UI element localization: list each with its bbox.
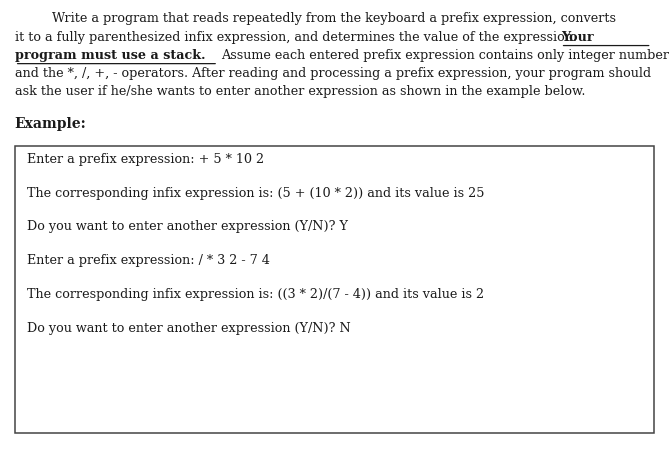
Text: Example:: Example:	[15, 117, 86, 131]
Text: Your: Your	[561, 31, 593, 43]
Text: Do you want to enter another expression (Y/N)? N: Do you want to enter another expression …	[27, 322, 351, 334]
Text: Assume each entered prefix expression contains only integer numbers: Assume each entered prefix expression co…	[221, 49, 669, 61]
Text: The corresponding infix expression is: (5 + (10 * 2)) and its value is 25: The corresponding infix expression is: (…	[27, 186, 484, 199]
Text: it to a fully parenthesized infix expression, and determines the value of the ex: it to a fully parenthesized infix expres…	[15, 31, 577, 43]
FancyBboxPatch shape	[15, 147, 654, 433]
Text: The corresponding infix expression is: ((3 * 2)/(7 - 4)) and its value is 2: The corresponding infix expression is: (…	[27, 288, 484, 300]
Text: program must use a stack.: program must use a stack.	[15, 49, 205, 61]
Text: Enter a prefix expression: + 5 * 10 2: Enter a prefix expression: + 5 * 10 2	[27, 152, 264, 165]
Text: Write a program that reads repeatedly from the keyboard a prefix expression, con: Write a program that reads repeatedly fr…	[52, 13, 617, 25]
Text: and the *, /, +, - operators. After reading and processing a prefix expression, : and the *, /, +, - operators. After read…	[15, 67, 651, 79]
Text: Enter a prefix expression: / * 3 2 - 7 4: Enter a prefix expression: / * 3 2 - 7 4	[27, 254, 270, 267]
Text: Do you want to enter another expression (Y/N)? Y: Do you want to enter another expression …	[27, 220, 348, 233]
Text: ask the user if he/she wants to enter another expression as shown in the example: ask the user if he/she wants to enter an…	[15, 85, 585, 97]
